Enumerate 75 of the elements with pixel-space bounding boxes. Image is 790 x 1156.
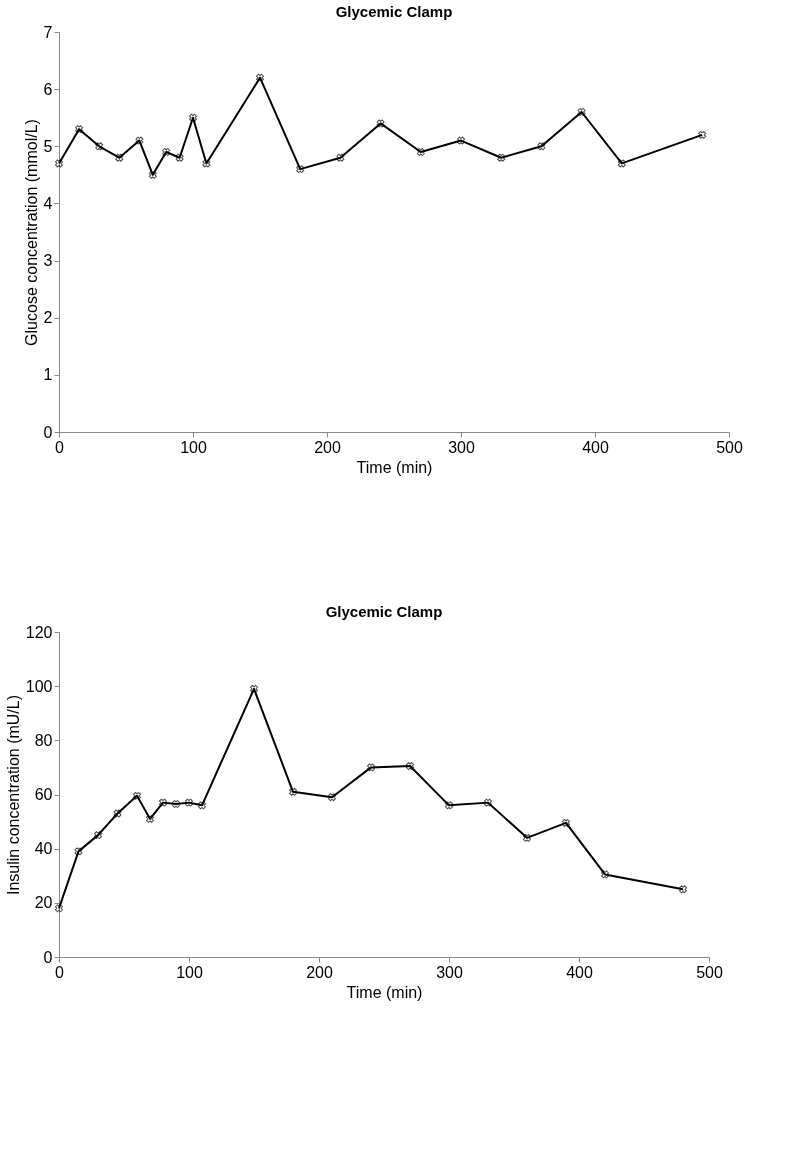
y-tick-label: 0: [43, 423, 53, 441]
point: [484, 798, 492, 807]
x-tick-label: 0: [55, 438, 65, 456]
point: [497, 153, 506, 162]
point: [336, 153, 345, 162]
point: [95, 142, 104, 151]
x-tick-label: 100: [180, 438, 207, 456]
y-tick-label: 5: [43, 137, 53, 155]
y-tick-label: 3: [43, 252, 53, 270]
x-tick-label: 200: [306, 963, 333, 981]
point: [601, 870, 609, 879]
x-tick-label: 500: [696, 963, 723, 981]
point: [617, 159, 626, 168]
y-tick-label: 120: [25, 623, 53, 641]
point: [250, 684, 258, 693]
x-tick-label: 400: [582, 438, 609, 456]
point: [537, 142, 546, 151]
point: [55, 904, 63, 913]
point: [289, 787, 297, 796]
chart-title: Glycemic Clamp: [325, 603, 443, 620]
point: [74, 847, 83, 856]
x-tick-label: 0: [55, 963, 65, 981]
point: [175, 153, 184, 162]
point: [416, 148, 425, 156]
chart-title: Glycemic Clamp: [335, 3, 453, 20]
point: [523, 833, 531, 842]
point: [367, 763, 375, 772]
point: [202, 159, 211, 168]
x-tick-label: 400: [566, 963, 593, 981]
y-tick-label: 4: [43, 194, 53, 212]
point: [115, 153, 124, 162]
y-tick-label: 6: [43, 80, 53, 98]
point: [172, 799, 180, 808]
point: [185, 798, 193, 807]
point: [698, 130, 707, 139]
point: [376, 119, 385, 128]
y-tick-label: 80: [34, 731, 53, 749]
point: [457, 136, 465, 145]
y-tick-label: 2: [43, 309, 53, 327]
y-tick-label: 100: [25, 677, 53, 695]
point: [198, 801, 206, 810]
point: [113, 809, 122, 818]
x-tick-label: 500: [716, 438, 743, 456]
point: [256, 73, 264, 82]
x-axis-title: Time (min): [346, 983, 423, 1001]
point: [445, 801, 453, 810]
point: [94, 831, 102, 840]
x-tick-label: 100: [176, 963, 203, 981]
point: [148, 170, 157, 179]
point: [75, 125, 84, 134]
point: [146, 814, 154, 823]
point: [328, 793, 336, 802]
point: [135, 136, 144, 145]
point: [296, 165, 305, 174]
point: [159, 798, 167, 807]
y-tick-label: 0: [43, 948, 53, 966]
y-tick-label: 40: [34, 840, 53, 858]
point: [406, 762, 414, 771]
y-axis-title: Insulin concentration (mU/L): [4, 694, 22, 896]
y-tick-label: 7: [43, 23, 53, 41]
x-axis-title: Time (min): [356, 458, 433, 476]
point: [189, 113, 197, 122]
y-tick-label: 60: [34, 786, 53, 803]
point: [162, 148, 171, 156]
y-tick-label: 1: [43, 366, 53, 384]
y-tick-label: 20: [34, 894, 53, 912]
x-tick-label: 300: [436, 963, 463, 981]
x-tick-label: 300: [448, 438, 475, 456]
point: [577, 108, 586, 116]
point: [55, 159, 63, 168]
point: [133, 791, 141, 800]
point: [562, 818, 570, 827]
y-axis-title: Glucose concentration (mmol/L): [22, 119, 40, 346]
x-tick-label: 200: [314, 438, 341, 456]
point: [679, 885, 687, 894]
